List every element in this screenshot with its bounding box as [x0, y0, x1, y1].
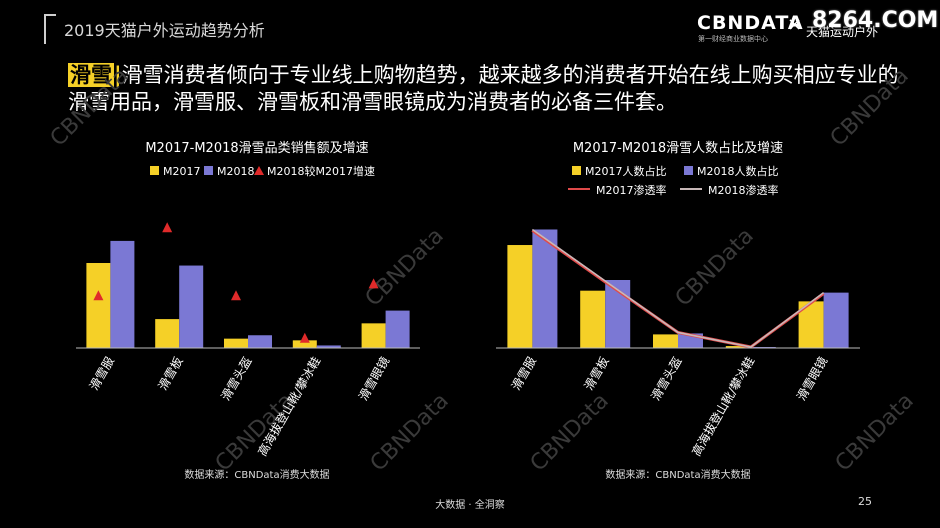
penetration-line [531, 228, 825, 348]
headline-tag: 滑雪 [68, 63, 114, 87]
category-label: 滑雪板 [156, 355, 186, 393]
growth-marker [162, 222, 173, 233]
bar [110, 240, 135, 348]
tmall-outdoor-logo: 天猫运动户外 [806, 25, 879, 39]
bar [179, 265, 204, 348]
bar [224, 338, 248, 348]
report-title: 2019天猫户外运动趋势分析 [64, 21, 265, 40]
bar [385, 310, 410, 348]
category-label: 滑雪头盔 [218, 354, 255, 403]
legend-label: M2018人数占比 [697, 164, 779, 178]
legend-swatch [684, 166, 693, 175]
bar [155, 319, 180, 348]
bar [292, 340, 317, 348]
chart-title: M2017-M2018滑雪人数占比及增速 [573, 141, 783, 156]
legend-label: M2017渗透率 [596, 183, 667, 197]
page-number: 25 [858, 495, 872, 508]
data-source: 数据来源：CBNData消费大数据 [605, 468, 750, 481]
footer-slogan: 大数据 · 全洞察 [435, 500, 505, 511]
legend-label: M2017人数占比 [585, 164, 667, 178]
site-watermark: 8264.COM [812, 8, 939, 33]
legend-swatch [204, 166, 213, 175]
bar [86, 263, 111, 348]
legend-swatch [572, 166, 581, 175]
bar [316, 345, 341, 348]
bar [361, 323, 386, 348]
legend-label: M2018较M2017增速 [267, 164, 375, 178]
title-frame-corner [44, 14, 56, 44]
headline-separator: | [114, 63, 122, 87]
category-label: 滑雪眼镜 [355, 354, 392, 403]
bar [823, 292, 849, 348]
growth-marker [231, 290, 241, 301]
penetration-line [531, 229, 825, 349]
bar [532, 229, 558, 348]
cbndata-logo: CBNDATA [697, 12, 804, 34]
bar [725, 346, 751, 348]
legend-label: M2018渗透率 [708, 183, 779, 197]
legend-label: M2018 [217, 165, 255, 178]
category-label: 滑雪板 [582, 355, 612, 393]
category-label: 高海拔登山靴/攀冰鞋 [688, 354, 757, 459]
category-label: 高海拔登山靴/攀冰鞋 [254, 354, 323, 459]
growth-marker [368, 278, 379, 289]
headline: 滑雪|滑雪消费者倾向于专业线上购物趋势，越来越多的消费者开始在线上购买相应专业的… [68, 62, 908, 116]
category-label: 滑雪头盔 [648, 354, 685, 403]
legend-label: M2017 [163, 165, 201, 178]
bar [507, 245, 533, 348]
legend-swatch [150, 166, 159, 175]
cbndata-logo-subtitle: 第一财经商业数据中心 [698, 35, 768, 43]
headline-text: 滑雪消费者倾向于专业线上购物趋势，越来越多的消费者开始在线上购买相应专业的滑雪用… [68, 63, 899, 114]
category-label: 滑雪服 [87, 355, 117, 393]
data-source: 数据来源：CBNData消费大数据 [184, 468, 329, 481]
bar [580, 290, 606, 348]
category-label: 滑雪眼镜 [793, 354, 830, 403]
chart-title: M2017-M2018滑雪品类销售额及增速 [145, 140, 368, 156]
bar [248, 335, 272, 348]
growth-marker [299, 332, 310, 343]
growth-marker [93, 290, 104, 301]
legend-swatch [254, 166, 264, 175]
cross-symbol: × [787, 14, 803, 35]
category-label: 滑雪服 [509, 355, 539, 393]
bar [653, 334, 678, 348]
